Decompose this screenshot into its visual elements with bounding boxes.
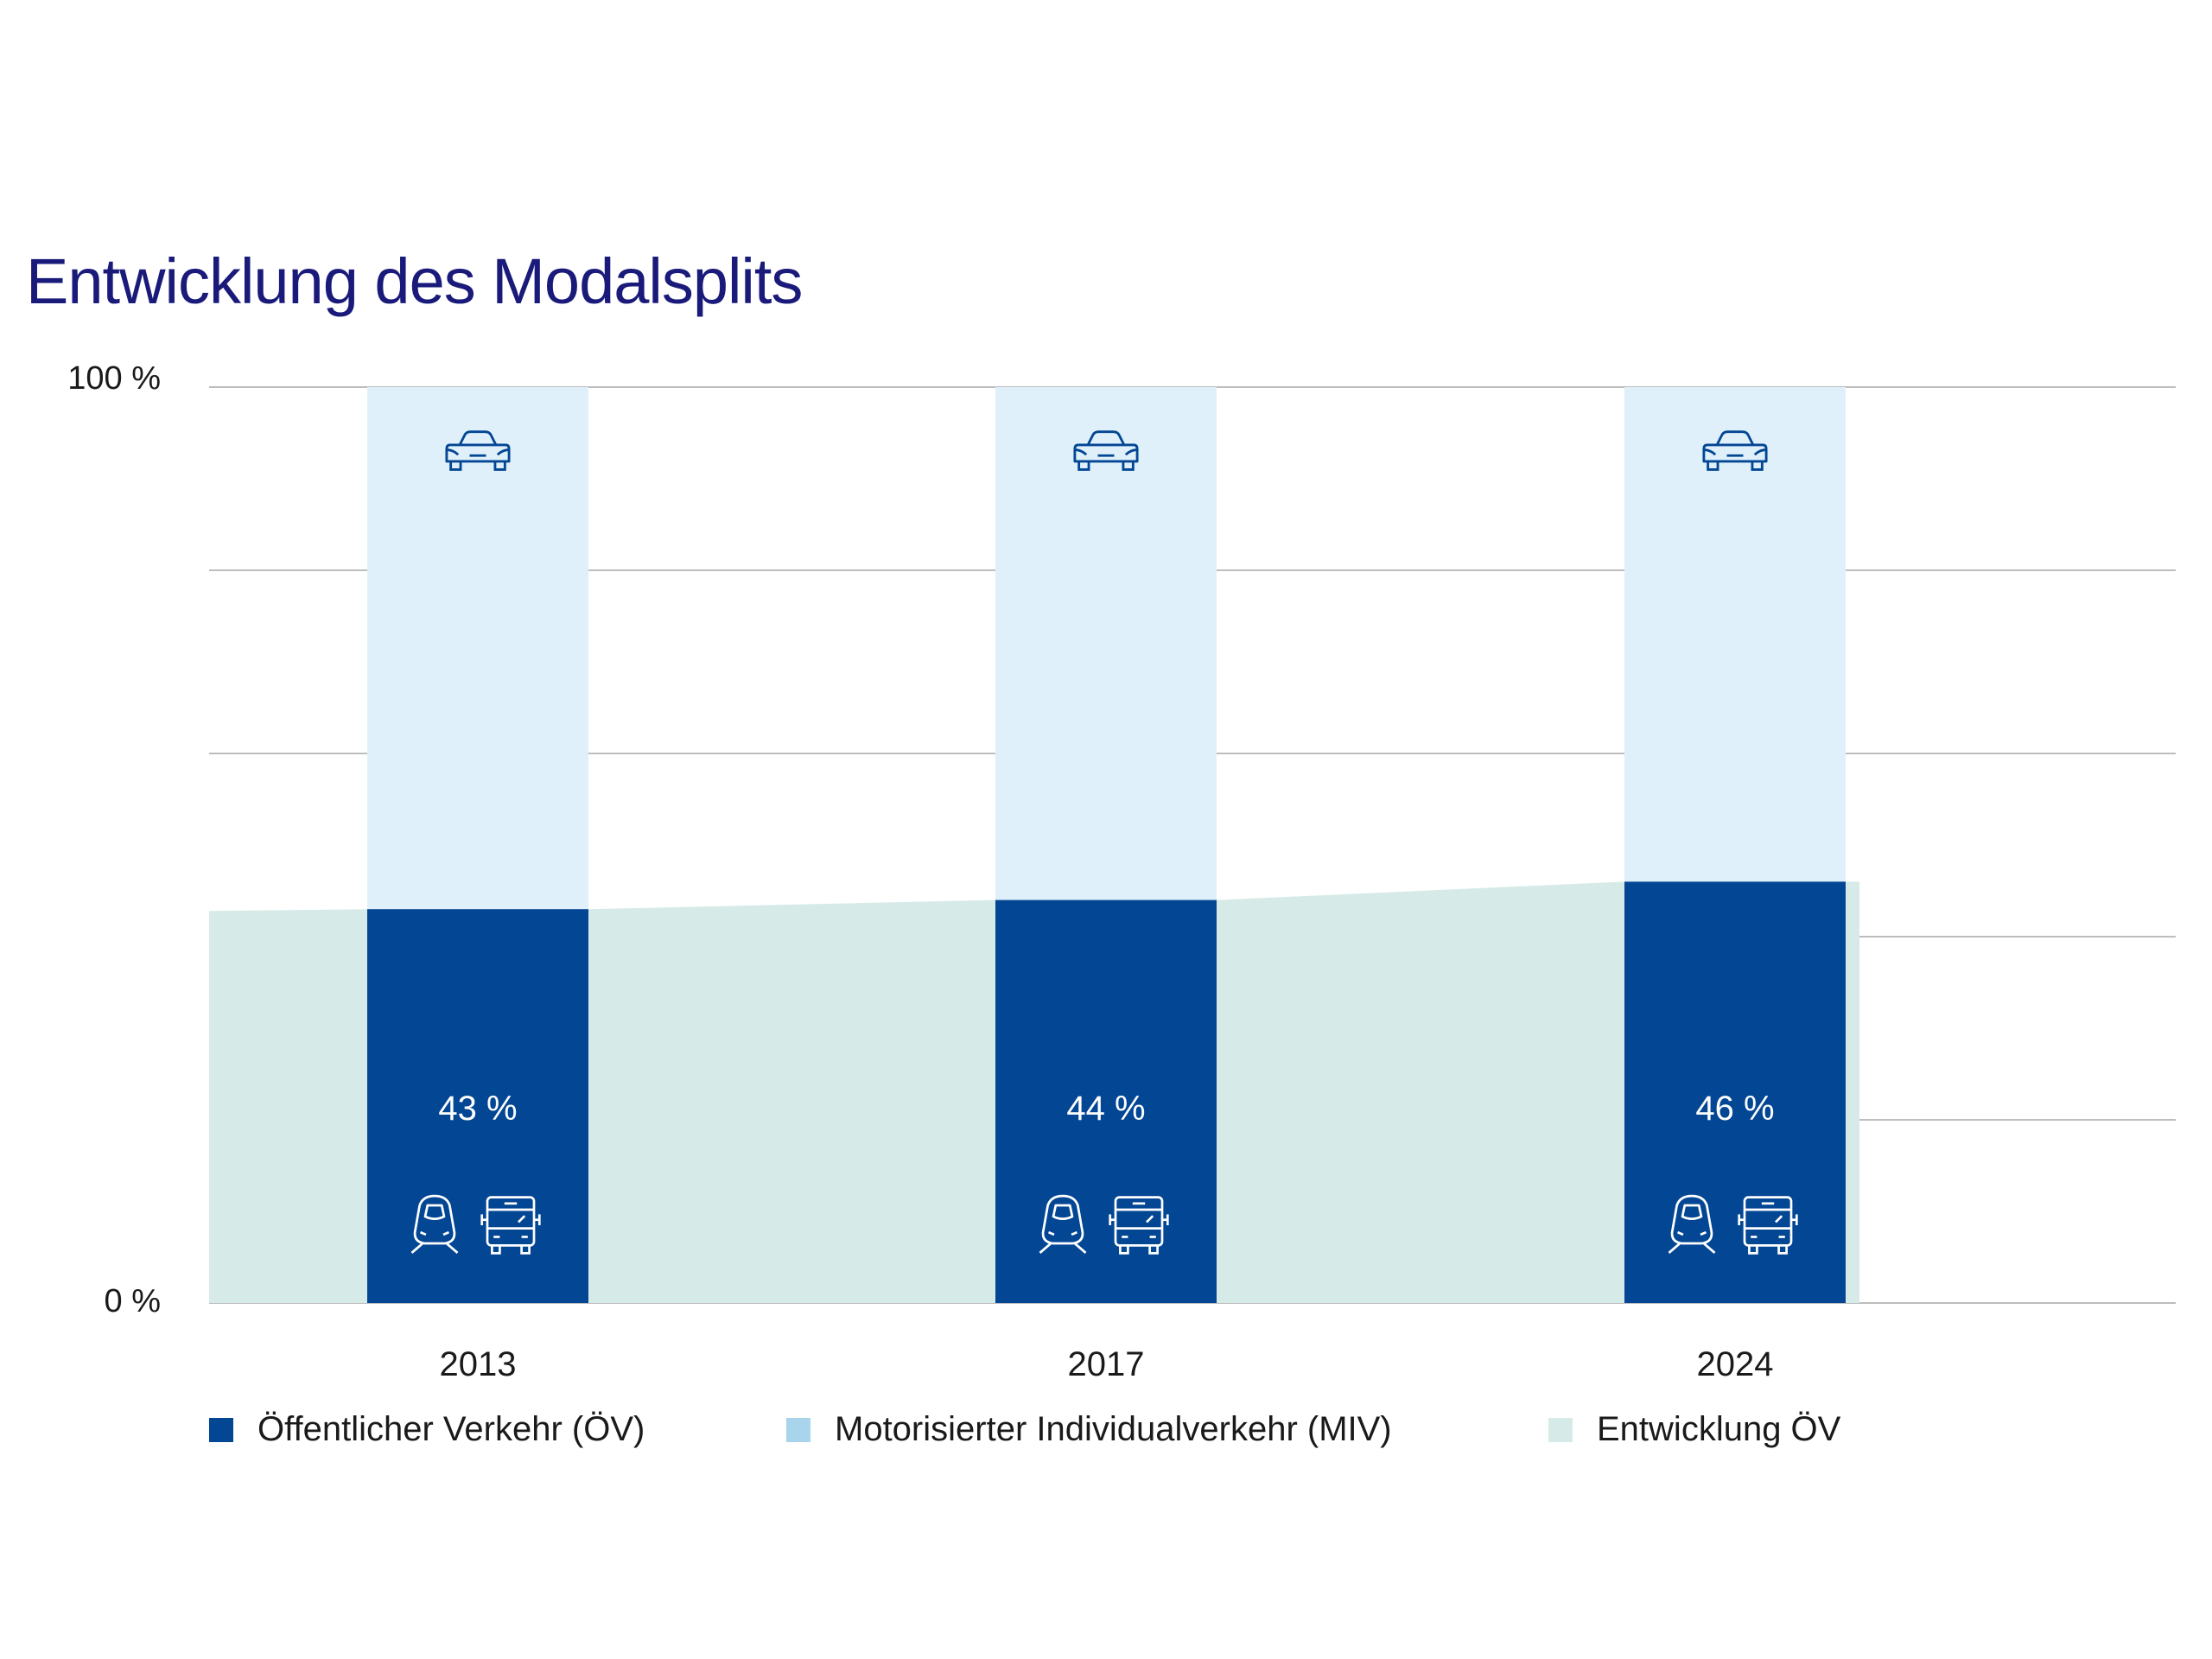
labels: 43 % 2013 44 % 2017 46 % 2024 100 % 0 % — [67, 360, 1774, 1383]
bars — [367, 387, 1846, 1303]
legend-swatch-trend — [1548, 1417, 1573, 1442]
bar-miv — [995, 387, 1217, 900]
legend-label-oev: Öffentlicher Verkehr (ÖV) — [257, 1410, 645, 1448]
category-label: 2024 — [1697, 1345, 1774, 1383]
legend-label-trend: Entwicklung ÖV — [1597, 1410, 1841, 1448]
bar-miv — [1624, 387, 1846, 882]
category-label: 2013 — [440, 1345, 517, 1383]
bar-oev — [995, 899, 1217, 1303]
data-label: 44 % — [1066, 1090, 1145, 1128]
legend: Öffentlicher Verkehr (ÖV) Motorisierter … — [0, 1410, 2212, 1462]
bar-miv — [367, 387, 588, 910]
chart-title: Entwicklung des Modalsplits — [26, 245, 803, 317]
y-tick-label: 100 % — [67, 360, 161, 397]
data-label: 43 % — [438, 1090, 517, 1128]
bar-oev — [1624, 881, 1846, 1303]
y-tick-label: 0 % — [105, 1283, 161, 1319]
data-label: 46 % — [1695, 1090, 1774, 1128]
legend-swatch-oev — [209, 1417, 233, 1442]
legend-swatch-miv — [786, 1417, 810, 1442]
legend-item-trend: Entwicklung ÖV — [1548, 1410, 1840, 1449]
legend-label-miv: Motorisierter Individualverkehr (MIV) — [835, 1410, 1392, 1448]
legend-item-miv: Motorisierter Individualverkehr (MIV) — [786, 1410, 1392, 1449]
category-label: 2017 — [1068, 1345, 1145, 1383]
legend-item-oev: Öffentlicher Verkehr (ÖV) — [209, 1410, 645, 1449]
bar-oev — [367, 909, 588, 1303]
